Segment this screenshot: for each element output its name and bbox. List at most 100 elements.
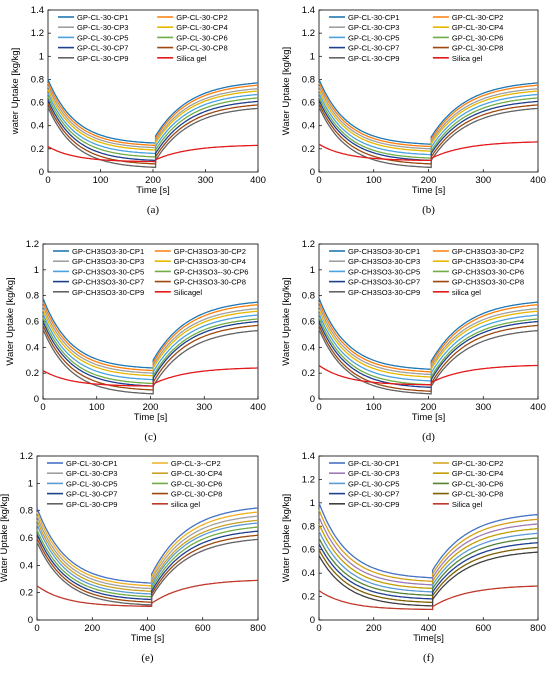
legend-label: GP-CL-30-CP7 [348, 44, 399, 53]
y-tick-label: 1.4 [302, 5, 315, 16]
y-tick-label: 0.8 [20, 506, 33, 517]
y-axis-label: Water Uptake [kg/kg] [281, 494, 292, 582]
legend-label: GP-CL-30-CP9 [348, 500, 399, 509]
x-tick-label: 200 [145, 175, 161, 186]
y-tick-label: 1 [28, 478, 33, 489]
x-tick-label: 0 [316, 175, 321, 186]
series-line [318, 585, 539, 611]
legend-label: GP-CL-30-CP1 [348, 459, 399, 468]
y-tick-label: 0.4 [31, 121, 44, 132]
y-tick-label: 1 [310, 265, 315, 276]
legend-label: GP-CL-30-CP9 [66, 500, 117, 509]
x-tick-label: 200 [421, 402, 437, 413]
y-tick-label: 0.8 [26, 291, 39, 302]
y-tick-label: 0.6 [302, 98, 315, 109]
y-tick-label: 0.4 [20, 560, 33, 571]
x-axis-label: Time [s] [131, 633, 164, 644]
panel-caption: (a) [147, 204, 160, 216]
series-line [318, 551, 539, 607]
legend-label: GP-CH3SO3-30-CP7 [72, 278, 144, 287]
legend-label: GP-CL-30-CP1 [66, 459, 117, 468]
legend-label: GP-CL-30-CP5 [348, 33, 399, 42]
x-tick-label: 400 [250, 402, 266, 413]
x-tick-label: 0 [45, 175, 50, 186]
y-tick-label: 0 [39, 167, 44, 178]
chart-panel-b: 0 0.2 0.4 0.6 0.8 1 1.2 1.4 0 100 200 300 400 Time [s… [281, 5, 546, 216]
chart-panel-a: 0 0.2 0.4 0.6 0.8 1 1.2 1.4 0 100 200 300 400 Time [s… [10, 5, 266, 216]
legend-label: GP-CH3SO3-30-CP1 [348, 247, 420, 256]
legend-label: GP-CH3SO3-30-CP2 [452, 247, 524, 256]
x-axis-label: Time [s] [412, 185, 445, 196]
x-tick-label: 600 [195, 623, 211, 634]
panel-caption: (b) [422, 204, 435, 216]
x-tick-label: 100 [366, 402, 382, 413]
legend-label: GP-CL-30-CP3 [77, 23, 128, 32]
y-axis-label: water Uptake [kg/kg] [10, 48, 21, 136]
x-tick-label: 300 [475, 402, 491, 413]
legend-label: GP-CH3SO3-30-CP1 [72, 247, 144, 256]
series-line [42, 329, 259, 395]
x-tick-label: 800 [250, 623, 266, 634]
y-tick-label: 0.4 [26, 342, 39, 353]
legend-label: GP-CL-30-CP3 [66, 469, 117, 478]
legend-label: GP-CH3SO3-30-CP3 [72, 257, 144, 266]
legend-label: GP-CL-30-CP8 [452, 490, 503, 499]
x-tick-label: 800 [530, 623, 546, 634]
legend-label: GP-CL-30-CP6 [452, 479, 503, 488]
y-tick-label: 0.8 [302, 74, 315, 85]
legend-label: GP-CL-30-CP6 [176, 33, 227, 42]
y-tick-label: 1 [310, 498, 315, 509]
panel-caption: (e) [141, 652, 154, 664]
chart-panel-e: 0 0.2 0.4 0.6 0.8 1 1.2 0 200 400 600 800 Time [s] Wa… [0, 451, 266, 664]
x-tick-label: 400 [421, 623, 437, 634]
series-line [318, 364, 539, 386]
legend-label: GP-CH3SO3-30-CP9 [72, 288, 144, 297]
y-tick-label: 0.8 [31, 74, 44, 85]
legend-label: GP-CL-30-CP2 [176, 13, 227, 22]
legend-label: GP-CL-30-CP9 [77, 54, 128, 63]
series-line [36, 579, 258, 607]
legend-label: GP-CL-30-CP3 [348, 23, 399, 32]
legend-label: GP-CH3SO3-30-CP9 [348, 288, 420, 297]
y-tick-label: 1.2 [302, 239, 315, 250]
legend-label: GP-CL-30-CP8 [452, 44, 503, 53]
legend-label: Silica gel [452, 54, 483, 63]
y-tick-label: 0.8 [302, 291, 315, 302]
y-tick-label: 0 [310, 615, 315, 626]
x-tick-label: 200 [143, 402, 159, 413]
x-tick-label: 400 [140, 623, 156, 634]
legend-label: GP-CH3SO3-30-CP5 [72, 267, 144, 276]
legend-label: GP-CL-30-CP4 [452, 23, 503, 32]
legend-label: GP-CL-30-CP5 [77, 33, 128, 42]
legend-label: GP-CH3SO3-30-CP4 [452, 257, 524, 266]
legend-label: GP-CL-3--CP2 [171, 459, 221, 468]
y-tick-label: 1.2 [26, 239, 39, 250]
legend-label: GP-CL-30-CP2 [452, 459, 503, 468]
legend-label: GP-CH3SO3-30-CP4 [174, 257, 246, 266]
legend-label: GP-CL-30-CP1 [348, 13, 399, 22]
x-tick-label: 300 [196, 402, 212, 413]
x-tick-label: 200 [84, 623, 100, 634]
legend-label: GP-CL-30-CP5 [348, 479, 399, 488]
y-axis-label: Water Uptake [kg/kg] [281, 277, 292, 365]
series-line [318, 106, 539, 169]
y-tick-label: 1.4 [302, 451, 315, 462]
x-tick-label: 100 [366, 175, 382, 186]
x-tick-label: 400 [530, 402, 546, 413]
x-axis-label: Time [s] [134, 412, 167, 423]
chart-panel-f: 0 0.2 0.4 0.6 0.8 1 1.2 1.4 0 200 400 600 800 Time[s]… [281, 451, 546, 664]
legend-label: GP-CL-30-CP4 [176, 23, 227, 32]
legend-label: GP-CH3SO3-30-CP8 [452, 278, 524, 287]
legend-label: GP-CL-30-CP8 [176, 44, 227, 53]
x-tick-label: 300 [475, 175, 491, 186]
y-tick-label: 0.6 [20, 533, 33, 544]
legend-label: GP-CH3SO3-30-CP6 [452, 267, 524, 276]
legend-label: GP-CL-30-CP1 [77, 13, 128, 22]
y-tick-label: 0.2 [26, 368, 39, 379]
y-tick-label: 1.4 [31, 5, 44, 16]
y-tick-label: 1.2 [20, 451, 33, 462]
y-tick-label: 0.4 [302, 121, 315, 132]
legend-label: GP-CL-30-CP4 [171, 469, 222, 478]
legend-label: GP-CL-30-CP7 [66, 490, 117, 499]
y-tick-label: 0 [34, 394, 39, 405]
